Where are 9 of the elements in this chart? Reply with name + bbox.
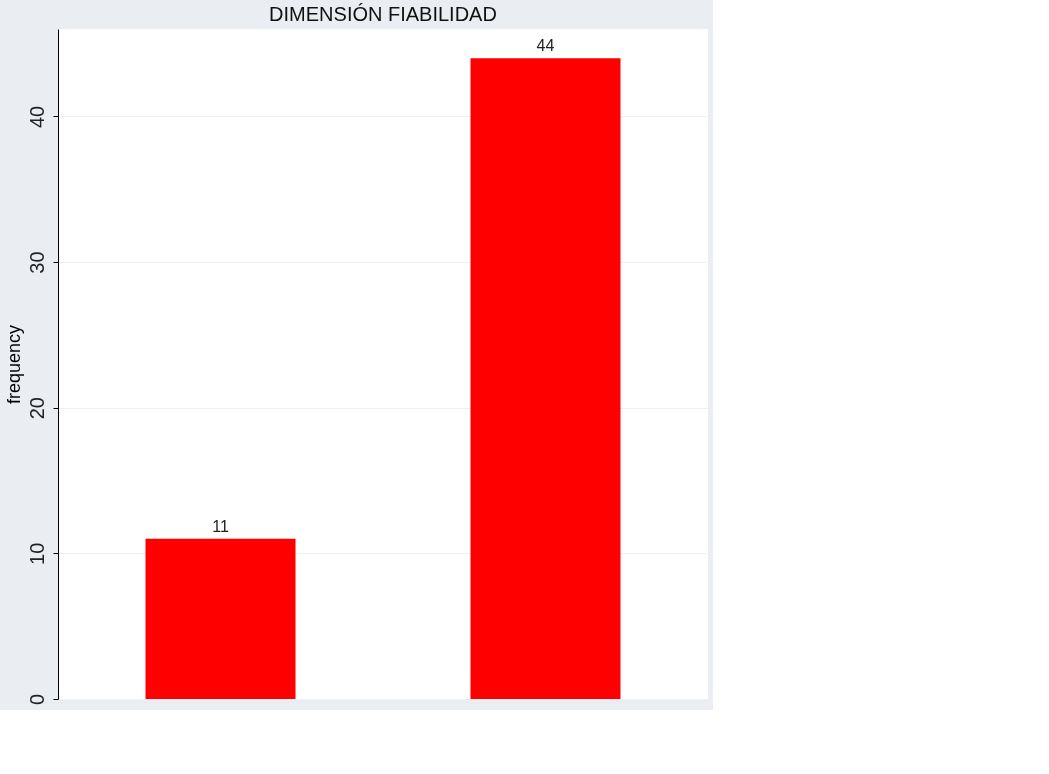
y-tick-label: 20 [25, 397, 48, 420]
y-axis-title: frequency [3, 324, 24, 405]
y-tick-label: 0 [25, 693, 48, 706]
y-tick-label: 40 [25, 105, 48, 129]
data-label: 11 [212, 517, 229, 535]
y-tick-label: 10 [25, 542, 48, 565]
data-label: 44 [536, 37, 555, 55]
y-tick-label: 30 [25, 251, 48, 274]
chart-title: DIMENSIÓN FIABILIDAD [269, 3, 497, 25]
